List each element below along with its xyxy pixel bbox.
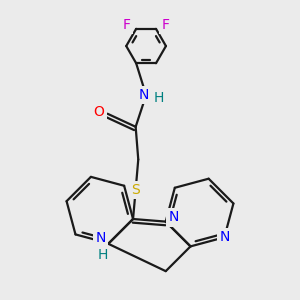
Text: H: H — [154, 91, 164, 105]
Text: N: N — [219, 230, 230, 244]
Text: O: O — [94, 105, 104, 118]
Text: F: F — [161, 18, 169, 32]
Text: N: N — [168, 210, 179, 224]
Text: S: S — [131, 183, 140, 197]
Text: N: N — [95, 230, 106, 244]
Text: H: H — [98, 248, 108, 262]
Text: F: F — [123, 18, 131, 32]
Text: N: N — [138, 88, 149, 102]
